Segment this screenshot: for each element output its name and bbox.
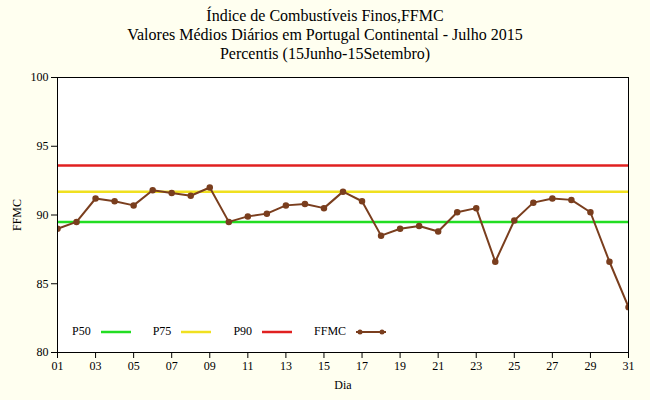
svg-text:07: 07 [166, 359, 178, 373]
svg-text:11: 11 [242, 359, 254, 373]
svg-text:31: 31 [623, 359, 635, 373]
svg-text:27: 27 [546, 359, 558, 373]
svg-text:90: 90 [37, 208, 49, 222]
svg-text:85: 85 [37, 277, 49, 291]
svg-text:FFMC: FFMC [10, 199, 24, 231]
svg-text:21: 21 [432, 359, 444, 373]
html-text:Valores Médios Diários em Port: Valores Médios Diários em Portugal Conti… [127, 26, 523, 43]
svg-text:01: 01 [52, 359, 64, 373]
html-text:FFMC: FFMC [314, 324, 347, 338]
html-text:P90: P90 [233, 324, 253, 338]
svg-text:25: 25 [508, 359, 520, 373]
svg-text:15: 15 [318, 359, 330, 373]
svg-text:23: 23 [470, 359, 482, 373]
svg-text:09: 09 [204, 359, 216, 373]
svg-text:19: 19 [394, 359, 406, 373]
svg-text:100: 100 [31, 70, 49, 84]
svg-text:17: 17 [356, 359, 368, 373]
svg-text:Dia: Dia [334, 378, 352, 392]
html-text:P75: P75 [152, 324, 172, 338]
html-text:Percentis (15Junho-15Setembro): Percentis (15Junho-15Setembro) [219, 45, 431, 62]
svg-text:80: 80 [37, 345, 49, 359]
html-text:P50: P50 [72, 324, 91, 338]
svg-text:03: 03 [90, 359, 102, 373]
svg-text:05: 05 [128, 359, 140, 373]
svg-text:29: 29 [584, 359, 596, 373]
svg-text:13: 13 [280, 359, 292, 373]
svg-text:95: 95 [37, 139, 49, 153]
html-text:Índice de Combustíveis Finos,F: Índice de Combustíveis Finos,FFMC [206, 7, 444, 24]
